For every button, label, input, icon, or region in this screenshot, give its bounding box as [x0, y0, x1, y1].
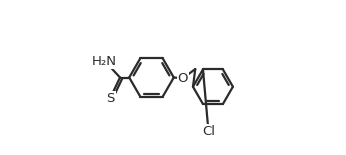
Text: Cl: Cl	[203, 125, 216, 138]
Text: O: O	[178, 72, 188, 85]
Text: H₂N: H₂N	[92, 55, 117, 68]
Text: S: S	[106, 92, 115, 105]
